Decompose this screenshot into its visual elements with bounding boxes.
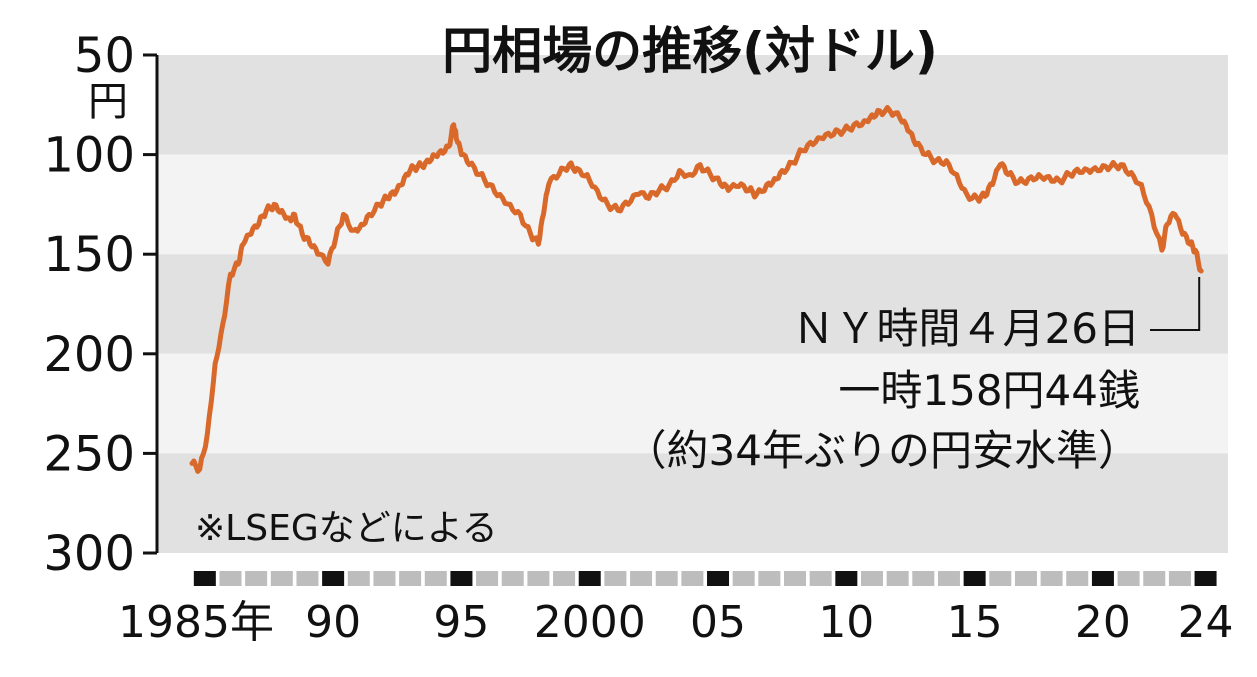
x-minor-tick — [809, 571, 832, 586]
grid-band — [157, 453, 1228, 553]
x-minor-tick — [501, 571, 524, 586]
x-minor-tick — [553, 571, 576, 586]
x-tick-label: 1985年 — [118, 597, 274, 648]
x-major-tick — [963, 571, 986, 586]
x-tick-label: 2000 — [534, 597, 646, 648]
x-minor-tick — [270, 571, 293, 586]
x-minor-tick — [399, 571, 422, 586]
x-major-tick — [578, 571, 601, 586]
x-minor-tick — [912, 571, 935, 586]
source-note: ※LSEGなどによる — [195, 508, 498, 549]
x-major-tick — [835, 571, 858, 586]
x-minor-tick — [860, 571, 883, 586]
annotation-line-1: ＮＹ時間４月26日 — [793, 304, 1140, 353]
x-minor-tick — [476, 571, 499, 586]
y-tick-label: 200 — [43, 327, 135, 383]
x-minor-tick — [655, 571, 678, 586]
y-tick-label: 300 — [43, 526, 135, 582]
y-tick-label: 100 — [43, 128, 135, 184]
x-tick-label: 90 — [305, 597, 361, 648]
x-minor-tick — [937, 571, 960, 586]
x-tick-label: 95 — [433, 597, 489, 648]
x-minor-tick — [219, 571, 242, 586]
x-minor-tick — [604, 571, 627, 586]
x-minor-tick — [630, 571, 653, 586]
y-axis-unit: 円 — [88, 79, 128, 125]
x-minor-tick — [527, 571, 550, 586]
annotation-leader-line — [1150, 277, 1201, 331]
y-tick-label: 50 — [74, 28, 135, 84]
y-axis — [143, 53, 159, 555]
x-major-tick — [322, 571, 345, 586]
x-minor-tick — [1143, 571, 1166, 586]
x-minor-tick — [989, 571, 1012, 586]
grid-band — [157, 55, 1228, 155]
x-minor-tick — [681, 571, 704, 586]
x-major-tick — [707, 571, 730, 586]
annotation: ＮＹ時間４月26日 一時158円44銭 （約34年ぶりの円安水準） — [625, 304, 1140, 475]
grid-bands — [157, 55, 1228, 553]
x-minor-tick — [245, 571, 268, 586]
x-tick-label: 24 — [1178, 597, 1234, 648]
annotation-line-3: （約34年ぶりの円安水準） — [625, 426, 1140, 475]
x-minor-tick — [424, 571, 447, 586]
x-axis-ticks — [193, 571, 1217, 586]
grid-band — [157, 154, 1228, 255]
x-minor-tick — [1066, 571, 1089, 586]
x-minor-tick — [1040, 571, 1063, 586]
x-minor-tick — [1117, 571, 1140, 586]
x-minor-tick — [886, 571, 909, 586]
x-major-tick — [1194, 571, 1217, 586]
y-axis-labels: 50 100 150 200 250 300 — [43, 28, 135, 582]
x-major-tick — [193, 571, 216, 586]
x-minor-tick — [1168, 571, 1191, 586]
grid-band — [157, 353, 1228, 454]
chart-title: 円相場の推移(対ドル) — [442, 22, 938, 80]
x-minor-tick — [373, 571, 396, 586]
x-tick-label: 15 — [947, 597, 1003, 648]
y-tick-label: 150 — [43, 227, 135, 283]
x-axis-labels: 1985年 90 95 2000 05 10 15 20 24 — [118, 597, 1234, 648]
x-minor-tick — [347, 571, 370, 586]
x-minor-tick — [758, 571, 781, 586]
series-line-yen-rate — [189, 105, 1204, 474]
grid-band — [157, 254, 1228, 354]
x-minor-tick — [296, 571, 319, 586]
x-tick-label: 10 — [818, 597, 874, 648]
x-tick-label: 05 — [690, 597, 746, 648]
x-major-tick — [1091, 571, 1114, 586]
x-minor-tick — [1014, 571, 1037, 586]
x-minor-tick — [784, 571, 807, 586]
y-tick-label: 250 — [43, 426, 135, 482]
annotation-line-2: 一時158円44銭 — [838, 366, 1140, 415]
x-tick-label: 20 — [1075, 597, 1131, 648]
x-major-tick — [450, 571, 473, 586]
x-minor-tick — [732, 571, 755, 586]
